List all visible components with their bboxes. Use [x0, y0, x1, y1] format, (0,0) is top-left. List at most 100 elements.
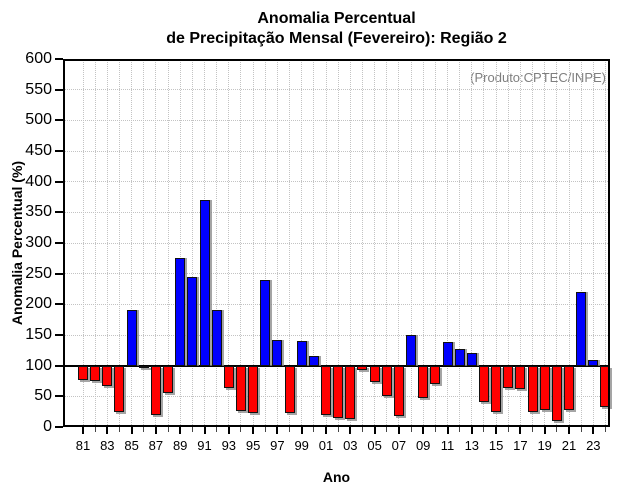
v-gridline: [179, 59, 181, 427]
h-gridline: [63, 150, 610, 152]
bar-2008: [406, 335, 417, 366]
v-gridline: [337, 59, 339, 427]
x-tick: [252, 427, 255, 434]
v-gridline: [386, 59, 388, 427]
bar-1999: [296, 341, 307, 366]
bar-1988: [163, 365, 174, 394]
bar-1996: [260, 279, 271, 366]
x-tick-label: 85: [124, 438, 139, 453]
x-tick: [191, 427, 193, 432]
y-tick: [55, 180, 63, 183]
bar-2005: [369, 365, 380, 383]
v-gridline: [556, 59, 558, 427]
y-tick: [55, 119, 63, 122]
bar-1982: [90, 365, 101, 381]
v-gridline: [495, 59, 497, 427]
v-gridline: [532, 59, 534, 427]
bar-1987: [150, 365, 161, 415]
x-tick: [118, 427, 120, 432]
x-tick-label: 97: [270, 438, 285, 453]
h-gridline: [63, 119, 610, 121]
x-tick-label: 93: [221, 438, 237, 453]
x-tick-label: 09: [415, 438, 431, 453]
x-tick-label: 91: [197, 438, 212, 453]
x-tick-label: 15: [488, 438, 504, 453]
v-gridline: [325, 59, 327, 427]
h-gridline: [63, 211, 610, 213]
v-gridline: [289, 59, 291, 427]
bar-1994: [235, 365, 246, 412]
y-tick-label: 350: [25, 203, 52, 221]
h-gridline: [63, 89, 610, 91]
bar-2004: [357, 365, 368, 370]
v-gridline: [191, 59, 193, 427]
y-tick: [55, 364, 63, 367]
bar-2019: [539, 365, 550, 410]
x-tick: [240, 427, 242, 432]
v-gridline: [143, 59, 145, 427]
bar-2010: [430, 365, 441, 385]
bar-1984: [114, 365, 125, 412]
bar-1991: [199, 200, 210, 366]
x-tick: [434, 427, 436, 432]
y-tick: [55, 426, 63, 428]
v-gridline: [519, 59, 521, 427]
x-tick-label: 23: [586, 438, 601, 453]
y-tick-label: 500: [25, 111, 52, 129]
x-tick: [604, 427, 606, 432]
v-gridline: [592, 59, 594, 427]
bar-1986: [138, 365, 149, 368]
x-tick: [106, 427, 109, 434]
h-gridline: [63, 242, 610, 244]
x-tick-label: 19: [537, 438, 552, 453]
y-tick-label: 100: [25, 356, 52, 374]
x-tick-label: 03: [343, 438, 358, 453]
bar-2018: [527, 365, 538, 412]
x-tick-label: 87: [148, 438, 164, 453]
y-tick-label: 300: [25, 234, 52, 251]
x-tick: [313, 427, 315, 432]
y-tick-label: 0: [43, 418, 52, 435]
y-tick-label: 150: [25, 326, 52, 343]
x-tick: [410, 427, 412, 432]
v-gridline: [471, 59, 473, 427]
bar-1990: [187, 276, 198, 366]
y-tick-label: 250: [25, 264, 52, 282]
y-tick: [55, 88, 63, 91]
x-tick: [349, 427, 352, 434]
bar-2020: [551, 365, 562, 421]
y-tick: [55, 395, 63, 398]
x-axis-title: Ano: [322, 469, 351, 485]
v-gridline: [276, 59, 278, 427]
bar-2003: [345, 365, 356, 420]
x-tick-label: 89: [172, 438, 188, 453]
v-gridline: [361, 59, 363, 427]
v-gridline: [349, 59, 351, 427]
x-tick: [300, 427, 303, 434]
x-tick: [556, 427, 558, 432]
x-tick: [167, 427, 169, 432]
bar-2007: [393, 365, 404, 416]
h-gridline: [63, 303, 610, 305]
x-tick: [154, 427, 157, 434]
y-tick: [55, 272, 63, 275]
y-tick-label: 450: [25, 142, 52, 159]
v-gridline: [398, 59, 400, 427]
v-gridline: [459, 59, 461, 427]
bar-2006: [381, 365, 392, 397]
v-gridline: [483, 59, 485, 427]
x-tick: [568, 427, 570, 434]
x-tick: [216, 427, 218, 432]
v-gridline: [580, 59, 582, 427]
v-gridline: [434, 59, 436, 427]
bar-1992: [211, 310, 222, 366]
x-tick-label: 05: [367, 438, 382, 453]
source-annotation: (Produto:CPTEC/INPE): [470, 70, 606, 85]
x-tick-label: 81: [75, 438, 91, 453]
v-gridline: [374, 59, 376, 427]
y-tick-label: 400: [25, 172, 52, 190]
v-gridline: [410, 59, 412, 427]
x-tick-label: 07: [391, 438, 407, 453]
x-tick-label: 13: [464, 438, 480, 453]
y-tick-label: 550: [25, 80, 52, 98]
